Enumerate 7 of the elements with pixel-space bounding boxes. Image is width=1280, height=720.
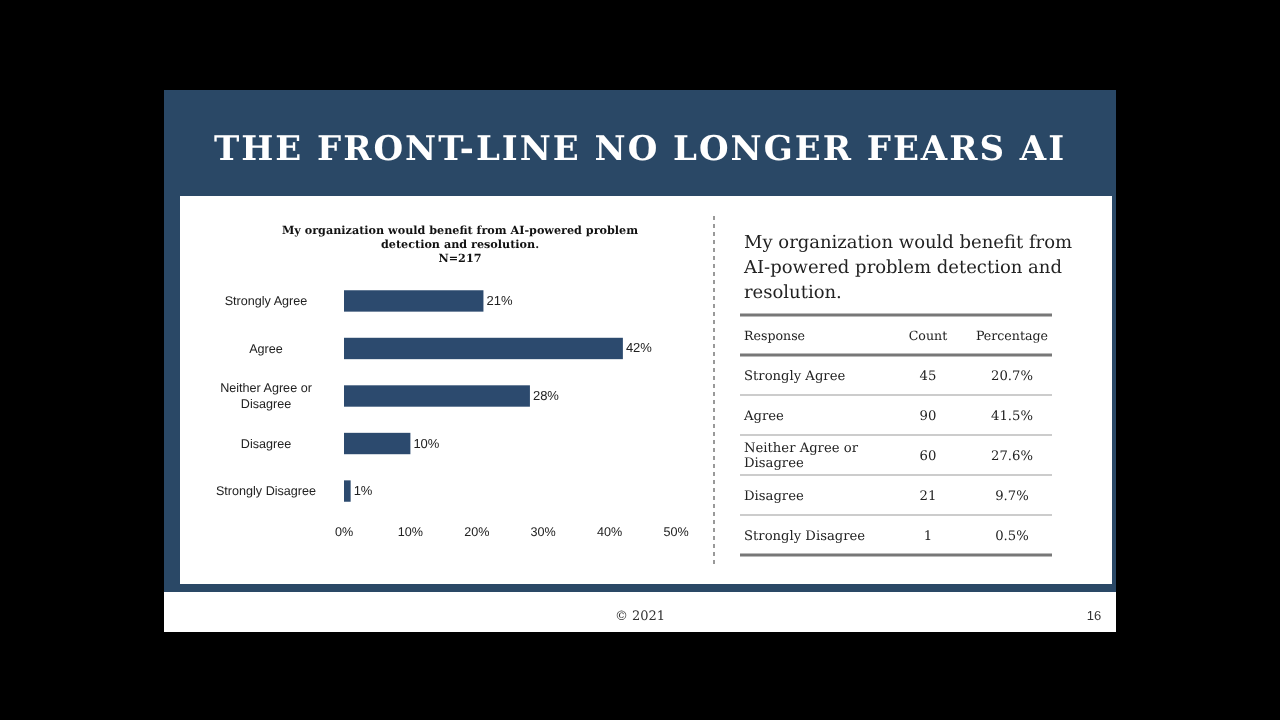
bar [344,337,623,360]
bar [344,290,484,312]
bar [344,432,411,455]
bar [344,480,351,502]
text: My organization would benefit from AI-powered problem detection and resolution. [742,234,1074,304]
text: THE FRONT-LINE NO LONGER FEARS AI [213,130,1067,170]
bar [344,385,530,407]
